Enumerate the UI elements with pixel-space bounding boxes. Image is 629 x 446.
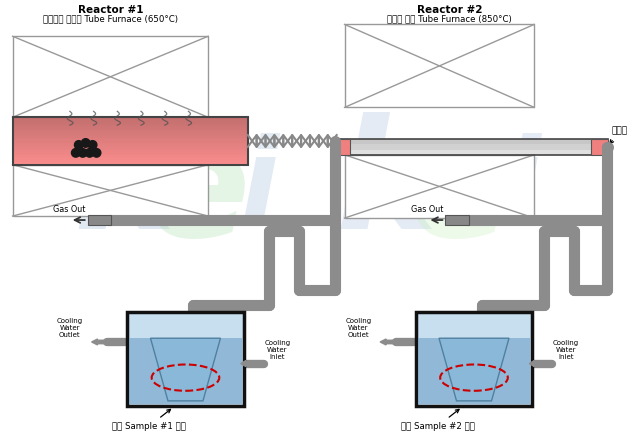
Text: e: e [408,120,512,269]
Circle shape [81,139,90,147]
Bar [13,144,248,146]
Bar [13,163,248,165]
Bar [331,139,350,155]
Text: Gas Out: Gas Out [53,205,86,214]
Bar [591,139,608,155]
Bar [331,139,608,144]
Bar [13,152,248,153]
Bar [13,125,248,127]
Text: e: e [147,120,250,269]
Bar [13,165,208,216]
Bar [13,131,248,133]
Bar [13,145,248,147]
Bar [13,156,248,158]
Circle shape [88,140,97,149]
FancyArrow shape [241,361,252,367]
Bar [13,121,248,124]
Polygon shape [439,338,509,401]
Bar [87,215,111,225]
Text: i: i [503,133,540,240]
Text: Reactor #1: Reactor #1 [77,4,143,15]
Bar [345,155,534,218]
Text: Cooling
Water
Outlet: Cooling Water Outlet [345,318,372,338]
Bar [416,312,532,406]
Bar [13,140,248,143]
Bar [13,117,248,119]
Text: Cooling
Water
Inlet: Cooling Water Inlet [553,339,579,359]
Bar [345,25,534,107]
FancyArrow shape [380,339,396,345]
Text: 액상 Sample #2 제취: 액상 Sample #2 제취 [401,409,474,430]
Bar [13,161,248,163]
Bar [331,149,608,155]
Bar [13,136,248,138]
Text: 폐타이어 열분해 Tube Furnace (650°C): 폐타이어 열분해 Tube Furnace (650°C) [43,15,178,24]
Bar [129,338,242,404]
Bar [13,142,248,144]
Text: 소석회: 소석회 [610,127,628,144]
Text: k: k [74,112,175,261]
Bar [13,147,248,149]
Bar [13,123,248,125]
Circle shape [74,140,83,149]
Bar [13,137,248,140]
Text: 액상 Sample #1 제취: 액상 Sample #1 제취 [112,409,186,430]
Text: 소석회 가열 Tube Furnace (850°C): 소석회 가열 Tube Furnace (850°C) [387,15,511,24]
Bar [13,134,248,136]
Bar [13,129,248,132]
Bar [418,338,530,404]
Bar [445,215,469,225]
Bar [127,312,244,406]
Text: Cooling
Water
Inlet: Cooling Water Inlet [264,339,291,359]
Circle shape [72,149,80,157]
Bar [13,132,248,135]
Bar [13,158,248,160]
Bar [13,139,248,141]
Text: Reactor #2: Reactor #2 [416,4,482,15]
Bar [13,160,248,161]
FancyArrow shape [92,339,108,345]
Bar [331,139,608,155]
Circle shape [79,149,87,157]
Bar [13,150,248,152]
Bar [13,155,248,157]
Bar [13,36,208,117]
Bar [13,117,248,165]
Bar [13,153,248,155]
Circle shape [86,149,94,157]
Bar [13,149,248,150]
Polygon shape [150,338,220,401]
Bar [331,144,608,149]
FancyArrow shape [530,361,540,367]
Bar [13,128,248,130]
Bar [13,118,248,120]
Circle shape [92,149,101,157]
Text: k: k [335,112,437,261]
Bar [13,120,248,122]
Text: Gas Out: Gas Out [411,205,443,214]
Text: i: i [240,133,279,240]
Text: Cooling
Water
Outlet: Cooling Water Outlet [57,318,83,338]
Bar [13,126,248,128]
